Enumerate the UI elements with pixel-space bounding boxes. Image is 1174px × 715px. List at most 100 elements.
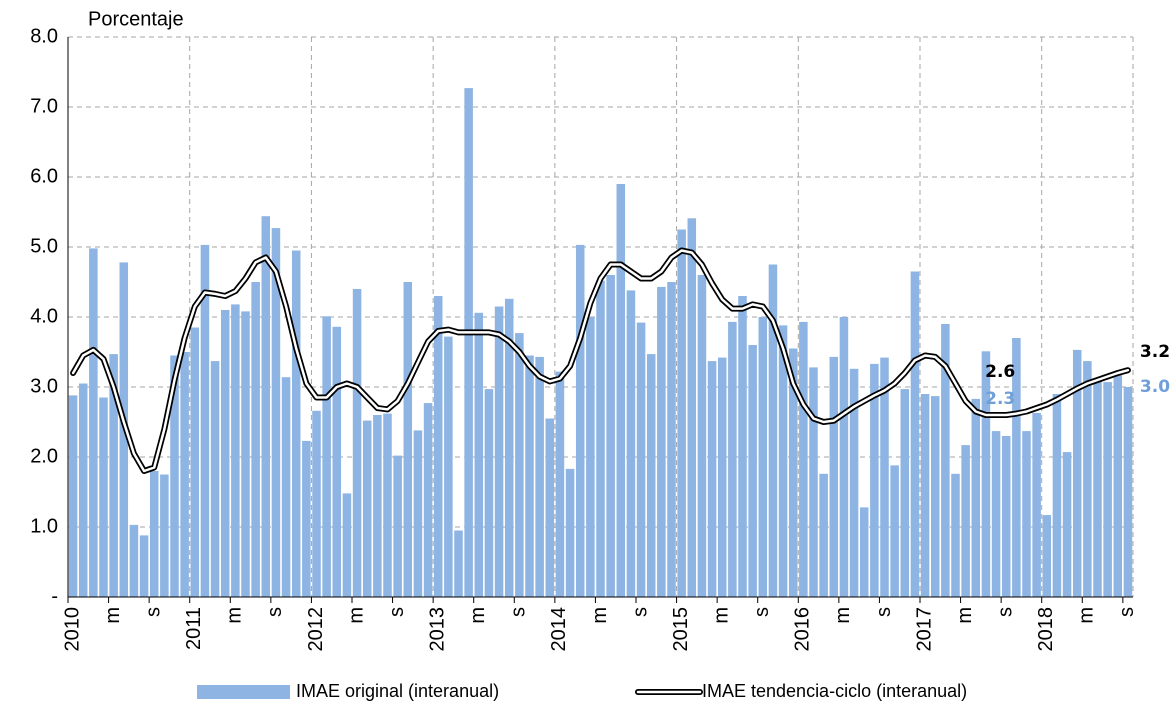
bar — [738, 296, 747, 597]
bar — [900, 389, 910, 597]
x-tick-label: 2014 — [548, 607, 570, 652]
bar — [89, 248, 98, 597]
bar — [444, 336, 453, 597]
x-tick-label: 2015 — [670, 607, 692, 652]
bar — [271, 228, 281, 597]
bar — [504, 298, 514, 597]
bar — [788, 348, 798, 597]
bar — [180, 352, 189, 597]
bar — [859, 507, 869, 597]
bar — [322, 316, 331, 597]
y-tick-label: 5.0 — [30, 235, 58, 257]
bar — [1103, 382, 1112, 597]
bar — [302, 440, 311, 597]
y-tick-label: 3.0 — [30, 375, 58, 397]
bar — [393, 455, 402, 597]
bar — [231, 304, 240, 597]
bar — [870, 363, 879, 597]
bar — [1032, 412, 1041, 597]
bar — [68, 395, 78, 597]
bar — [464, 88, 473, 597]
bar — [616, 184, 626, 597]
bar — [352, 289, 362, 597]
x-tick-label: m — [467, 607, 489, 624]
bar — [829, 356, 839, 597]
x-tick-label: m — [710, 607, 732, 624]
bar — [941, 324, 950, 597]
bar — [109, 354, 118, 597]
bar — [362, 420, 372, 597]
bar — [413, 430, 423, 597]
bar — [281, 377, 291, 597]
x-tick-label: m — [832, 607, 854, 624]
bar — [849, 368, 859, 597]
bar — [200, 244, 210, 597]
value-label: 2.6 — [985, 362, 1015, 382]
bar — [78, 383, 88, 597]
bar — [1022, 431, 1031, 597]
bar — [261, 216, 271, 597]
bar — [332, 326, 342, 597]
bar — [839, 317, 849, 597]
x-tick-label: s — [142, 607, 164, 617]
x-tick-label: s — [629, 607, 651, 617]
trend-line — [71, 249, 1130, 473]
x-tick-label: 2016 — [792, 607, 814, 652]
x-tick-label: m — [589, 607, 611, 624]
legend-label: IMAE original (interanual) — [296, 681, 499, 701]
value-label: 3.0 — [1140, 377, 1170, 397]
y-tick-label: - — [51, 585, 58, 607]
bar — [646, 354, 656, 597]
bar — [1093, 380, 1102, 597]
bar — [819, 473, 828, 597]
bar — [717, 357, 727, 597]
bar — [139, 535, 149, 597]
x-tick-label: m — [345, 607, 367, 624]
bar — [403, 282, 413, 597]
bar — [1123, 387, 1133, 597]
bar — [930, 396, 940, 597]
bar — [515, 333, 524, 597]
bar — [596, 280, 605, 597]
bar — [99, 397, 108, 597]
x-tick-label: 2012 — [305, 607, 327, 652]
legend-label: IMAE tendencia-ciclo (interanual) — [702, 681, 967, 701]
bar — [971, 398, 981, 597]
x-tick-label: 2018 — [1035, 607, 1057, 652]
bar — [1083, 361, 1092, 597]
bar — [484, 389, 494, 597]
bar — [190, 327, 200, 597]
bar — [342, 493, 352, 597]
bar — [586, 317, 595, 597]
legend-swatch — [197, 685, 290, 699]
x-tick-label: 2011 — [183, 607, 205, 650]
bar — [149, 471, 159, 597]
bar — [1052, 394, 1062, 597]
bar — [474, 312, 484, 597]
y-tick-label: 6.0 — [30, 165, 58, 187]
bar — [160, 474, 169, 597]
bar — [606, 275, 615, 597]
bar — [981, 351, 991, 597]
bar — [545, 418, 555, 597]
y-tick-label: 4.0 — [30, 305, 58, 327]
y-tick-label: 8.0 — [30, 25, 58, 47]
bar — [1113, 375, 1123, 597]
bar — [210, 361, 220, 597]
bar — [707, 361, 717, 597]
x-tick-label: m — [224, 607, 246, 624]
bar — [1062, 452, 1072, 597]
bar — [677, 229, 686, 597]
bar — [373, 415, 382, 597]
bar — [697, 275, 707, 597]
bar — [748, 345, 757, 597]
x-tick-label: m — [1076, 607, 1098, 624]
value-label: 3.2 — [1140, 342, 1170, 362]
bar — [778, 325, 788, 597]
bar — [1072, 349, 1082, 597]
bar — [565, 468, 575, 597]
y-tick-label: 7.0 — [30, 95, 58, 117]
bar — [768, 264, 778, 597]
bar — [170, 355, 179, 597]
